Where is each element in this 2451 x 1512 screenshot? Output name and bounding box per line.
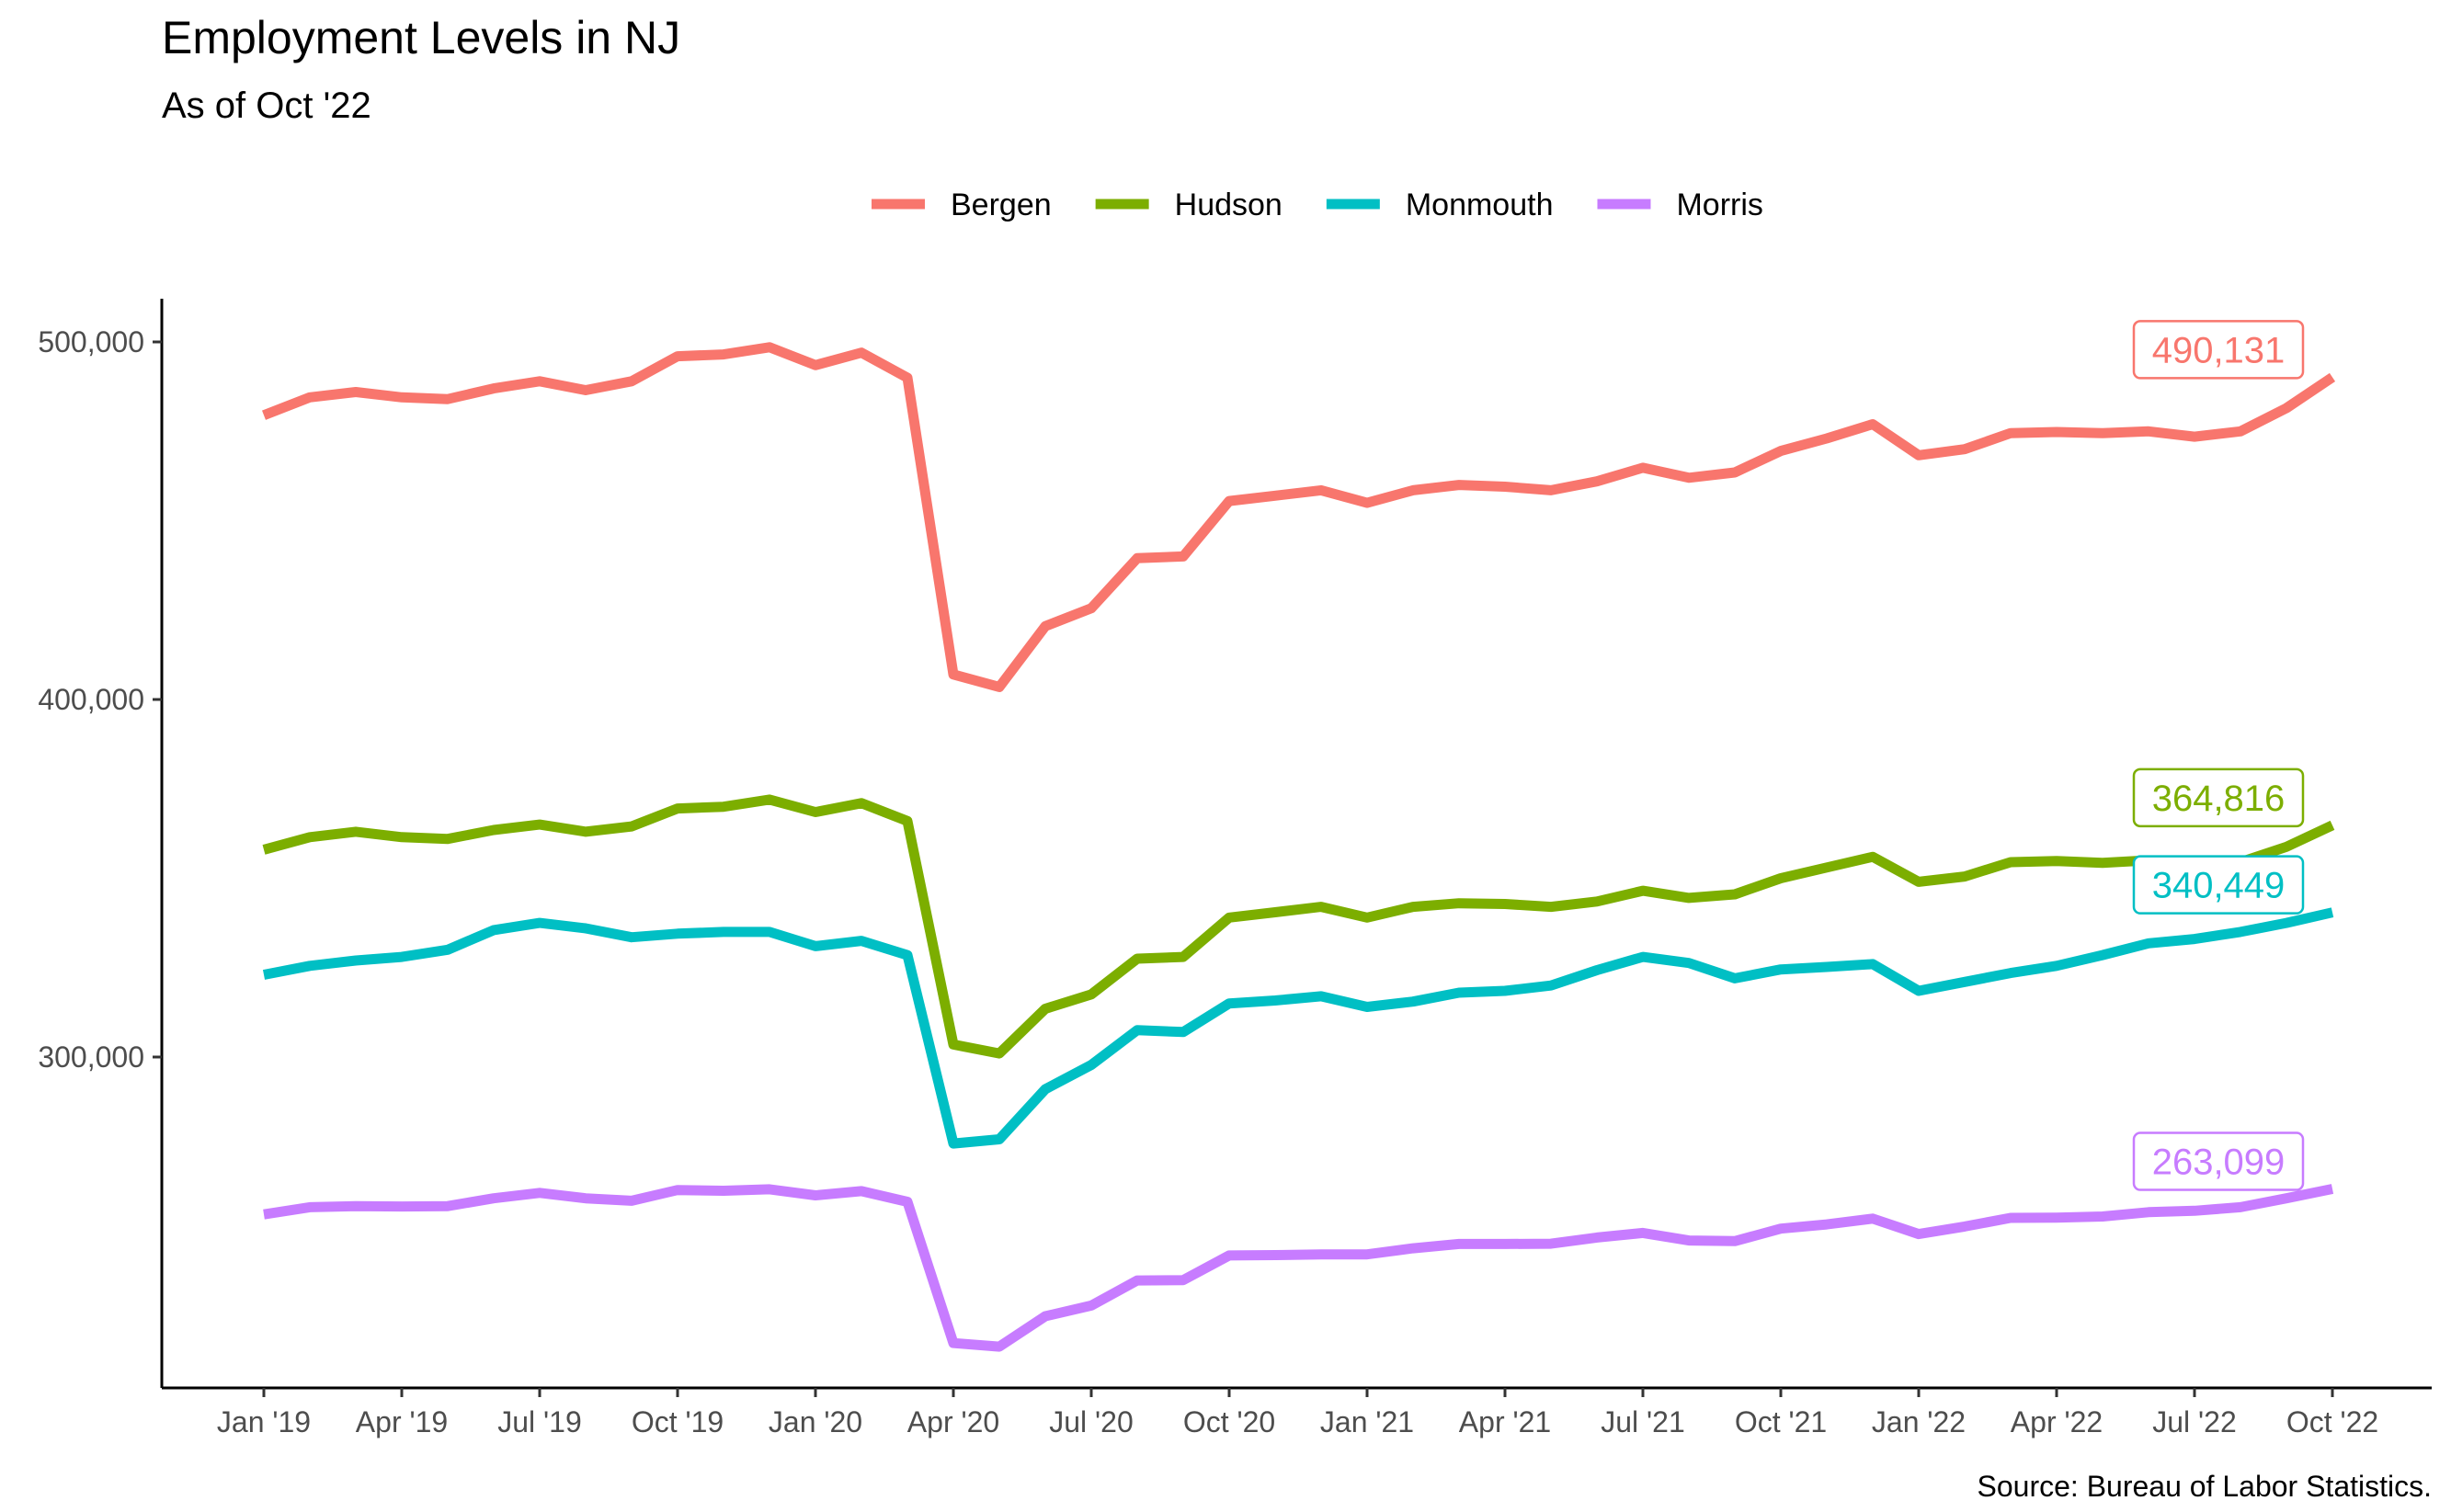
- y-tick-label: 500,000: [38, 325, 144, 358]
- x-tick-label: Jan '20: [769, 1405, 862, 1438]
- chart-title: Employment Levels in NJ: [162, 12, 680, 63]
- x-tick-label: Oct '21: [1735, 1405, 1827, 1438]
- x-tick-label: Apr '20: [907, 1405, 999, 1438]
- series-line-bergen: [262, 342, 2336, 692]
- end-label-box: [2132, 855, 2305, 915]
- x-tick-label: Oct '20: [1183, 1405, 1275, 1438]
- x-tick-label: Jul '21: [1601, 1405, 1685, 1438]
- end-label-value: 364,816: [2152, 779, 2286, 819]
- x-tick-label: Jan '19: [217, 1405, 311, 1438]
- legend-item-morris: Morris: [1597, 188, 1763, 222]
- y-tick-label: 300,000: [38, 1040, 144, 1074]
- legend-item-monmouth: Monmouth: [1326, 188, 1554, 222]
- end-label-value: 340,449: [2152, 866, 2286, 906]
- series-lines: [262, 342, 2336, 1352]
- x-tick-label: Jan '21: [1320, 1405, 1414, 1438]
- series-line-monmouth: [262, 907, 2334, 1149]
- x-tick-label: Jul '20: [1049, 1405, 1134, 1438]
- legend-item-bergen: Bergen: [872, 188, 1052, 222]
- end-label-box: [2132, 320, 2305, 380]
- end-label-monmouth: 340,449: [2132, 855, 2305, 915]
- end-label-value: 490,131: [2152, 330, 2286, 370]
- x-tick-label: Jul '19: [497, 1405, 582, 1438]
- x-tick-label: Apr '21: [1459, 1405, 1551, 1438]
- chart-subtitle: As of Oct '22: [162, 85, 371, 126]
- end-label-morris: 263,099: [2132, 1131, 2305, 1191]
- chart-caption: Source: Bureau of Labor Statistics.: [1978, 1470, 2432, 1503]
- end-label-box: [2132, 1131, 2305, 1191]
- x-tick-label: Jul '22: [2152, 1405, 2237, 1438]
- legend-label: Morris: [1676, 188, 1762, 222]
- legend-label: Bergen: [951, 188, 1052, 222]
- end-label-bergen: 490,131: [2132, 320, 2305, 380]
- x-tick-label: Apr '19: [356, 1405, 448, 1438]
- y-tick-label: 400,000: [38, 683, 144, 716]
- end-label-hudson: 364,816: [2132, 767, 2305, 828]
- x-tick-label: Jan '22: [1872, 1405, 1966, 1438]
- end-label-value: 263,099: [2152, 1143, 2286, 1183]
- legend-item-hudson: Hudson: [1095, 188, 1282, 222]
- end-label-box: [2132, 767, 2305, 828]
- legend-label: Monmouth: [1406, 188, 1554, 222]
- series-line-morris: [263, 1184, 2334, 1352]
- x-tick-label: Oct '22: [2286, 1405, 2378, 1438]
- x-tick-label: Apr '22: [2011, 1405, 2103, 1438]
- legend: Bergen Hudson Monmouth Morris: [872, 188, 1763, 222]
- legend-label: Hudson: [1175, 188, 1282, 222]
- x-tick-label: Oct '19: [632, 1405, 724, 1438]
- x-axis: Jan '19 Apr '19 Jul '19 Oct '19 Jan '20 Apr '…: [162, 1386, 2432, 1438]
- end-labels: 490,131 364,816 340,449 263,099: [2132, 320, 2305, 1191]
- y-axis: 300,000 400,000 500,000: [38, 299, 164, 1388]
- series-line-hudson: [262, 794, 2335, 1059]
